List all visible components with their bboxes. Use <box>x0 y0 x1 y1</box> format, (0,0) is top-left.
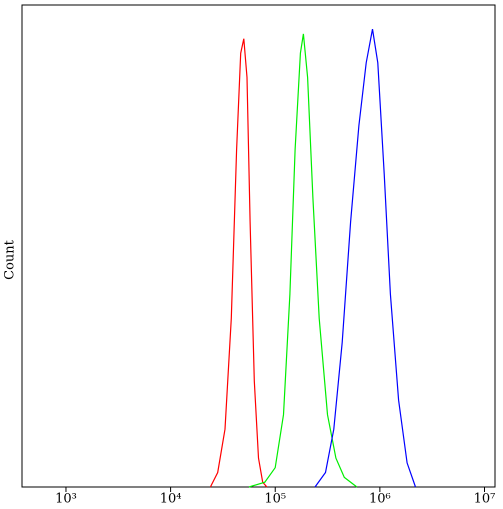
x-tick-label: 10⁷ <box>474 492 496 507</box>
x-tick-label: 10⁶ <box>369 492 391 507</box>
plot-frame <box>21 4 496 488</box>
histogram-line <box>248 33 358 488</box>
histogram-line <box>314 28 417 488</box>
x-tick-label: 10⁵ <box>264 492 286 507</box>
y-axis-label: Count <box>3 239 18 280</box>
x-tick-label: 10⁴ <box>160 492 182 507</box>
histogram-line <box>209 38 268 488</box>
x-tick-label: 10³ <box>55 492 77 507</box>
